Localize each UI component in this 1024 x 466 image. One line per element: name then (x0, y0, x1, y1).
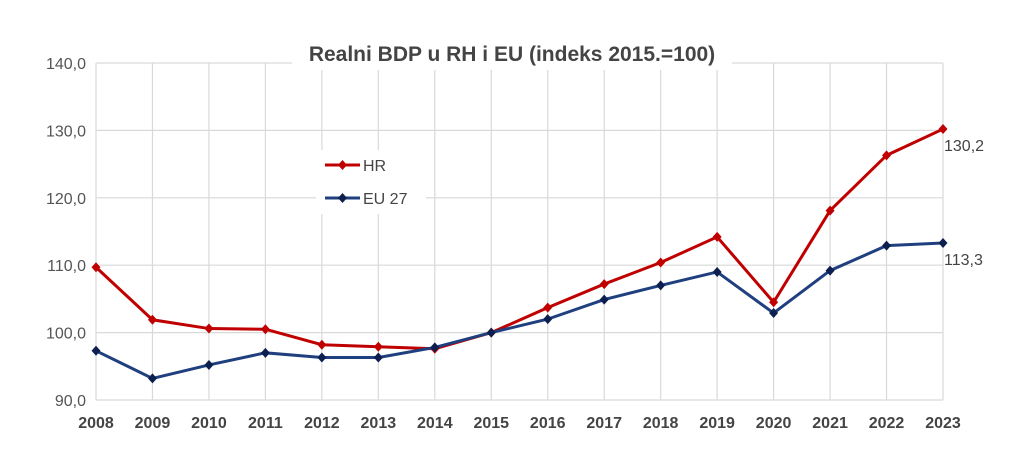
data-point (260, 324, 270, 335)
x-tick-label: 2011 (248, 415, 283, 432)
data-point (204, 359, 214, 370)
y-tick-label: 110,0 (47, 258, 86, 275)
x-tick-label: 2008 (78, 415, 114, 432)
x-axis-ticks: 2008 2009 2010 2011 2012 2013 2014 2015 2016 2017… (78, 415, 961, 432)
legend-background (316, 150, 426, 214)
x-tick-label: 2022 (869, 415, 905, 432)
data-point (543, 302, 553, 313)
data-point (769, 308, 779, 319)
data-point (712, 231, 722, 242)
legend: HR EU 27 (316, 150, 426, 214)
series-line (95, 241, 944, 381)
data-point (656, 280, 666, 291)
data-point (543, 314, 553, 325)
series-line (94, 127, 944, 351)
data-point (147, 314, 157, 325)
legend-marker (338, 160, 347, 170)
data-point (938, 237, 948, 248)
y-tick-label: 140,0 (46, 56, 86, 73)
data-point (882, 150, 892, 161)
data-point (599, 294, 609, 305)
x-tick-label: 2016 (530, 415, 566, 432)
x-tick-label: 2014 (417, 415, 453, 432)
data-point (91, 262, 101, 273)
data-point (882, 240, 892, 251)
x-tick-label: 2010 (191, 415, 227, 432)
data-point (712, 266, 722, 277)
x-tick-label: 2012 (304, 415, 340, 432)
series-group: 130,2 113,3 (91, 124, 984, 384)
x-tick-label: 2009 (135, 415, 171, 432)
title-background (292, 38, 732, 70)
data-point (260, 347, 270, 358)
x-tick-label: 2020 (756, 415, 792, 432)
data-point (317, 352, 327, 363)
data-point (91, 345, 101, 356)
chart-title: Realni BDP u RH i EU (indeks 2015.=100) (309, 43, 715, 66)
data-point (656, 257, 666, 268)
data-point (147, 373, 157, 384)
x-tick-label: 2019 (699, 415, 735, 432)
data-point (317, 339, 327, 350)
y-axis-ticks: 90,0 100,0 110,0 120,0 130,0 140,0 (46, 56, 86, 410)
y-tick-label: 120,0 (46, 191, 86, 208)
data-point (204, 323, 214, 334)
legend-marker (338, 193, 347, 203)
data-point (373, 341, 383, 352)
x-tick-label: 2023 (925, 415, 961, 432)
y-tick-label: 90,0 (55, 393, 86, 410)
data-point (373, 352, 383, 363)
data-point (599, 279, 609, 290)
end-data-label: 130,2 (944, 138, 984, 155)
data-point (769, 297, 779, 308)
legend-label: HR (363, 158, 386, 175)
series-eu-27: 113,3 (91, 237, 983, 384)
data-point (430, 342, 440, 353)
end-data-label: 113,3 (944, 252, 983, 269)
legend-label: EU 27 (363, 191, 408, 208)
series-hr: 130,2 (91, 124, 984, 354)
x-tick-label: 2018 (643, 415, 679, 432)
data-point (825, 265, 835, 276)
y-tick-label: 130,0 (46, 123, 86, 140)
x-tick-label: 2021 (812, 415, 848, 432)
x-tick-label: 2015 (473, 415, 509, 432)
data-point (486, 327, 496, 338)
x-tick-label: 2013 (361, 415, 397, 432)
data-point (825, 205, 835, 216)
data-point (938, 124, 948, 135)
y-tick-label: 100,0 (46, 326, 86, 343)
x-tick-label: 2017 (586, 415, 622, 432)
